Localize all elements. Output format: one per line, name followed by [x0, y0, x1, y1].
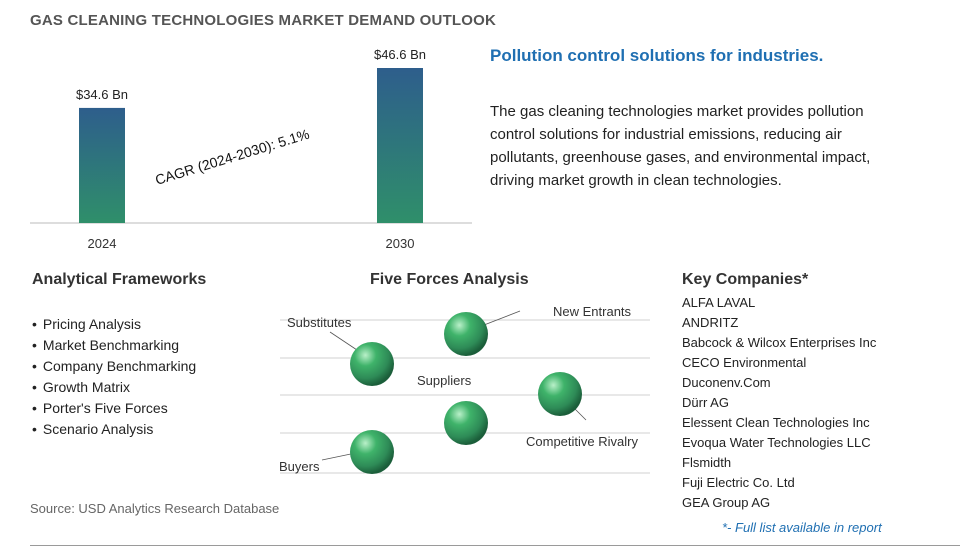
force-sphere-new-entrants: [444, 312, 488, 356]
tagline: Pollution control solutions for industri…: [490, 46, 824, 65]
five-forces-heading: Five Forces Analysis: [370, 271, 529, 288]
bar-2030: [377, 68, 423, 223]
framework-item: Company Benchmarking: [32, 356, 196, 377]
framework-item: Pricing Analysis: [32, 314, 196, 335]
force-label-buyers: Buyers: [279, 459, 320, 474]
company-item: ALFA LAVAL: [682, 295, 756, 310]
force-sphere-suppliers: [444, 401, 488, 445]
force-label-competitive-rivalry: Competitive Rivalry: [526, 434, 638, 449]
company-item: Flsmidth: [682, 455, 732, 470]
bar-value-label: $34.6 Bn: [76, 87, 128, 102]
frameworks-heading: Analytical Frameworks: [32, 271, 207, 288]
bars-group: $34.6 Bn 2024 $46.6 Bn 2030: [76, 47, 426, 251]
company-item: Duconenv.Com: [682, 375, 771, 390]
market-description: The gas cleaning technologies market pro…: [490, 103, 871, 189]
five-forces-diagram: Substitutes New Entrants Suppliers Compe…: [279, 304, 650, 474]
bottom-divider: [30, 545, 960, 546]
x-tick-label: 2030: [386, 236, 415, 251]
source-note: Source: USD Analytics Research Database: [30, 501, 280, 516]
force-label-suppliers: Suppliers: [417, 373, 472, 388]
force-label-new-entrants: New Entrants: [553, 304, 632, 319]
company-item: ANDRITZ: [682, 315, 739, 330]
framework-item: Porter's Five Forces: [32, 398, 196, 419]
company-item: CECO Environmental: [682, 355, 807, 370]
frameworks-list: Pricing Analysis Market Benchmarking Com…: [32, 314, 196, 440]
force-sphere-substitutes: [350, 342, 394, 386]
page-title: GAS CLEANING TECHNOLOGIES MARKET DEMAND …: [30, 12, 497, 29]
full-list-footnote: *- Full list available in report: [722, 520, 882, 535]
bar-value-label: $46.6 Bn: [374, 47, 426, 62]
x-tick-label: 2024: [88, 236, 117, 251]
framework-item: Growth Matrix: [32, 377, 196, 398]
framework-item: Market Benchmarking: [32, 335, 196, 356]
force-sphere-rivalry: [538, 372, 582, 416]
framework-item: Scenario Analysis: [32, 419, 196, 440]
company-item: Dürr AG: [682, 395, 729, 410]
company-item: Fuji Electric Co. Ltd: [682, 475, 795, 490]
bar-2024: [79, 107, 125, 223]
company-item: Elessent Clean Technologies Inc: [682, 415, 870, 430]
company-item: Evoqua Water Technologies LLC: [682, 435, 871, 450]
force-label-substitutes: Substitutes: [287, 315, 352, 330]
company-item: Babcock & Wilcox Enterprises Inc: [682, 335, 877, 350]
company-item: GEA Group AG: [682, 495, 771, 510]
key-companies-list: ALFA LAVAL ANDRITZ Babcock & Wilcox Ente…: [682, 293, 876, 513]
cagr-label: CAGR (2024-2030): 5.1%: [153, 126, 311, 188]
key-companies-heading: Key Companies*: [682, 271, 809, 288]
market-bar-chart: $34.6 Bn 2024 $46.6 Bn 2030 CAGR (2024-2030…: [30, 47, 472, 251]
force-sphere-buyers: [350, 430, 394, 474]
